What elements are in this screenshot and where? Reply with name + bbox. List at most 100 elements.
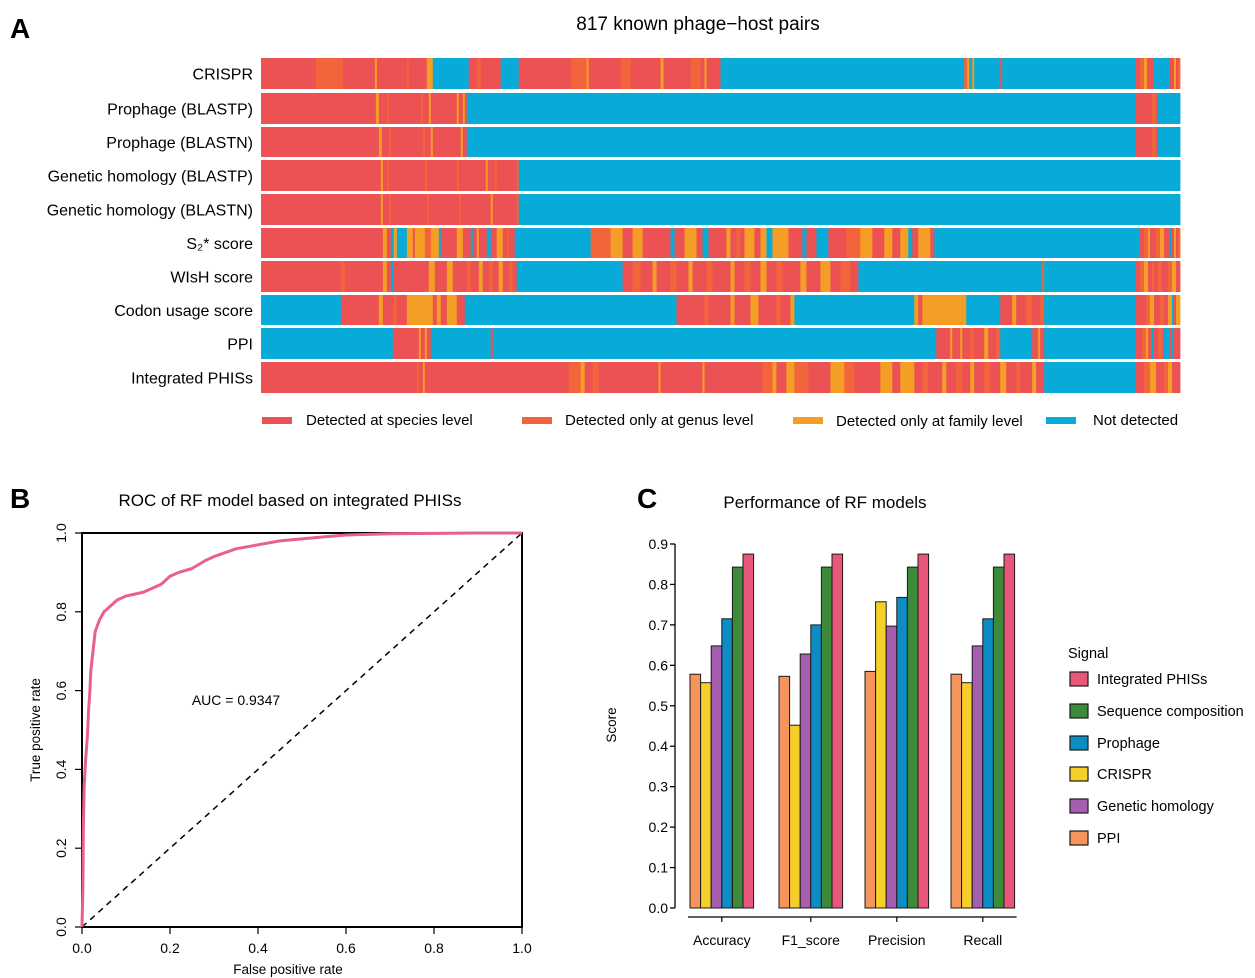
heatmap-segment	[418, 328, 422, 359]
heatmap-segment	[1036, 362, 1045, 393]
bar-bars	[689, 553, 1016, 909]
bar-legend-title: Signal	[1068, 646, 1108, 662]
heatmap-segment	[1140, 261, 1145, 292]
heatmap-segment	[396, 295, 408, 325]
heatmap-segment	[1176, 58, 1179, 89]
heatmap-segment	[414, 228, 426, 258]
heatmap-segment	[478, 228, 488, 258]
heatmap-segment	[378, 93, 388, 124]
heatmap-segment	[1000, 295, 1013, 325]
bar-legend-label: Prophage	[1097, 736, 1160, 752]
heatmap-segment	[966, 295, 1001, 325]
heatmap-row-label: CRISPR	[193, 67, 253, 84]
heatmap-segment	[430, 93, 458, 124]
heatmap-segment	[708, 228, 727, 258]
heatmap-segment	[382, 160, 388, 191]
heatmap-segment	[622, 261, 633, 292]
heatmap-segment	[772, 228, 789, 258]
heatmap-segment	[1144, 58, 1148, 89]
roc-chance-line	[81, 532, 523, 928]
heatmap-segment	[500, 58, 520, 89]
heatmap-segment	[476, 228, 480, 258]
heatmap-segment	[1158, 93, 1181, 124]
heatmap-segment	[676, 295, 705, 325]
bar	[885, 625, 898, 909]
heatmap-segment	[1140, 58, 1145, 89]
bar	[700, 682, 712, 909]
heatmap-row-labels: CRISPR Prophage (BLASTP) Prophage (BLASTN)…	[47, 67, 253, 388]
heatmap-segment	[912, 228, 919, 258]
heatmap-segment	[1172, 362, 1181, 393]
heatmap-segment	[1020, 362, 1033, 393]
heatmap-segment	[858, 261, 1043, 292]
bar	[820, 566, 833, 909]
heatmap-segment	[1168, 295, 1173, 325]
heatmap-legend-label: Detected only at genus level	[565, 412, 753, 429]
heatmap-segment	[420, 328, 426, 359]
heatmap-row	[261, 295, 1181, 325]
bar-legend-label: Integrated PHISs	[1097, 672, 1207, 688]
heatmap-segment	[386, 261, 392, 292]
heatmap-segment	[990, 362, 1001, 393]
panel-b: B ROC of RF model based on integrated PH…	[10, 483, 532, 977]
heatmap-segment	[490, 328, 494, 359]
heatmap-row-label: Prophage (BLASTN)	[106, 135, 253, 152]
bar-legend-swatch	[1069, 798, 1089, 814]
heatmap-segment	[970, 362, 975, 393]
bar	[971, 645, 984, 909]
heatmap-segment	[772, 362, 777, 393]
heatmap-segment	[430, 328, 492, 359]
roc-x-tick-label: 1.0	[512, 940, 532, 956]
heatmap-segment	[786, 362, 795, 393]
heatmap-row	[261, 328, 1181, 359]
heatmap-segment	[378, 127, 383, 157]
heatmap-segment	[462, 93, 466, 124]
bar-legend-swatch	[1069, 830, 1089, 846]
heatmap-segment	[1156, 93, 1159, 124]
heatmap-segment	[918, 295, 923, 325]
heatmap-segment	[390, 127, 424, 157]
heatmap-segment	[1168, 362, 1173, 393]
heatmap-segment	[584, 362, 594, 393]
bar	[875, 601, 887, 909]
heatmap-segment	[802, 228, 807, 258]
heatmap-segment	[1160, 295, 1165, 325]
heatmap-segment	[962, 362, 971, 393]
heatmap-segment	[730, 295, 735, 325]
heatmap-segment	[900, 362, 915, 393]
heatmap-row-label: Integrated PHISs	[131, 371, 253, 388]
heatmap-segment	[498, 261, 504, 292]
bar	[982, 618, 994, 909]
heatmap-segment	[340, 261, 346, 292]
heatmap-segment	[892, 362, 901, 393]
heatmap-segment	[1152, 261, 1155, 292]
panel-letter-c: C	[637, 483, 657, 514]
heatmap-segment	[452, 261, 468, 292]
heatmap-segment	[736, 228, 741, 258]
heatmap-segment	[692, 261, 707, 292]
bar-legend-label: Genetic homology	[1097, 799, 1215, 815]
roc-title: ROC of RF model based on integrated PHIS…	[119, 491, 462, 510]
heatmap-segment	[512, 261, 518, 292]
heatmap-segment	[470, 261, 480, 292]
heatmap-segment	[386, 228, 392, 258]
roc-y-tick-label: 1.0	[53, 523, 69, 543]
heatmap-segment	[261, 160, 382, 191]
heatmap-segment	[375, 93, 380, 124]
heatmap-segment	[466, 261, 472, 292]
heatmap-segment	[485, 160, 489, 191]
heatmap-segment	[432, 58, 470, 89]
heatmap-segment	[514, 228, 592, 258]
heatmap-segment	[428, 261, 436, 292]
heatmap-row-label: S₂* score	[186, 236, 253, 253]
heatmap-segment	[446, 261, 454, 292]
heatmap-segment	[816, 228, 829, 258]
heatmap-segment	[1172, 295, 1175, 325]
heatmap-segment	[430, 228, 440, 258]
bar	[721, 618, 733, 909]
heatmap-segment	[788, 228, 803, 258]
heatmap-segment	[1136, 362, 1145, 393]
heatmap-segment	[381, 127, 390, 157]
heatmap-segment	[946, 362, 957, 393]
heatmap-segment	[1162, 261, 1169, 292]
